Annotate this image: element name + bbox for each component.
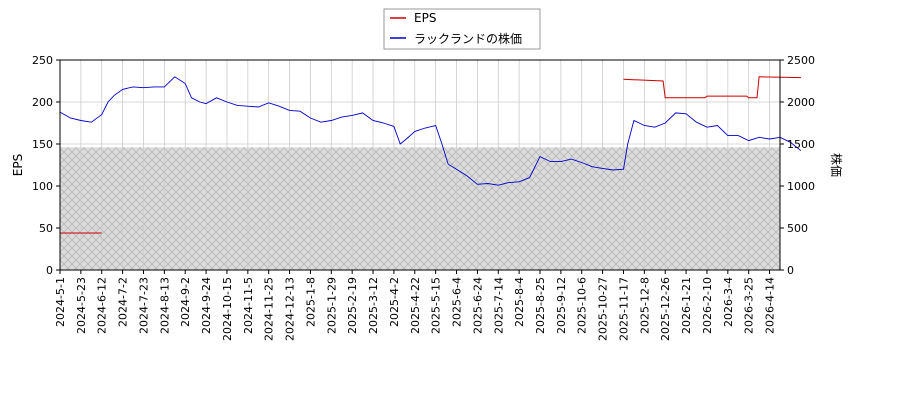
left-tick-label-3: 150 (32, 138, 53, 151)
x-tick-label-10: 2024-11-25 (263, 277, 276, 341)
x-tick-label-23: 2025-8-25 (534, 277, 547, 334)
x-tick-label-29: 2025-12-26 (659, 277, 672, 341)
x-tick-label-15: 2025-3-12 (367, 277, 380, 334)
legend-eps-label: EPS (414, 11, 436, 25)
right-tick-label-1: 500 (787, 222, 808, 235)
x-tick-label-0: 2024-5-1 (54, 277, 67, 327)
x-tick-label-8: 2024-10-15 (221, 277, 234, 341)
series-price-line (59, 76, 802, 186)
x-tick-label-11: 2024-12-13 (284, 277, 297, 341)
x-tick-label-14: 2025-2-19 (346, 277, 359, 334)
x-tick-label-2: 2024-6-12 (96, 277, 109, 334)
series-layer (59, 76, 802, 234)
legend-box (383, 8, 541, 50)
x-tick-label-24: 2025-9-12 (555, 277, 568, 334)
x-tick-label-32: 2026-3-4 (722, 277, 735, 327)
x-tick-label-28: 2025-12-8 (638, 277, 651, 334)
right-tick-label-2: 1000 (787, 180, 815, 193)
right-tick-label-0: 0 (787, 264, 794, 277)
x-tick-label-13: 2025-1-29 (325, 277, 338, 334)
right-tick-label-3: 1500 (787, 138, 815, 151)
x-tick-label-1: 2024-5-23 (75, 277, 88, 334)
x-tick-label-4: 2024-7-23 (137, 277, 150, 334)
right-axis-label: 株価 (829, 153, 844, 177)
x-tick-label-20: 2025-6-24 (471, 277, 484, 334)
left-tick-label-1: 50 (39, 222, 53, 235)
x-tick-label-25: 2025-10-6 (576, 277, 589, 334)
right-tick-label-5: 2500 (787, 54, 815, 67)
plot-frame (59, 59, 781, 271)
x-tick-label-18: 2025-5-15 (430, 277, 443, 334)
left-tick-label-5: 250 (32, 54, 53, 67)
x-axis: 2024-5-1 2024-5-23 2024-6-12 2024-7-2 2024-7… (54, 270, 777, 341)
x-tick-label-19: 2025-6-4 (451, 277, 464, 327)
x-tick-label-22: 2025-8-4 (513, 277, 526, 327)
x-tick-label-33: 2026-3-25 (743, 277, 756, 334)
right-y-axis: 0 500 1000 1500 2000 2500 (780, 54, 815, 277)
left-axis-label: EPS (11, 154, 25, 176)
x-tick-label-12: 2025-1-8 (304, 277, 317, 327)
x-tick-label-16: 2025-4-2 (388, 277, 401, 327)
x-tick-label-7: 2024-9-24 (200, 277, 213, 334)
x-tick-label-17: 2025-4-22 (409, 277, 422, 334)
x-tick-label-6: 2024-9-2 (179, 277, 192, 327)
right-tick-label-4: 2000 (787, 96, 815, 109)
left-y-axis: 0 50 100 150 200 250 (32, 54, 60, 277)
series-eps-segment-2 (623, 76, 801, 99)
hatched-region (60, 147, 780, 270)
legend: EPS ラックランドの株価 (383, 8, 541, 50)
left-tick-label-0: 0 (46, 264, 53, 277)
x-tick-label-3: 2024-7-2 (117, 277, 130, 327)
x-tick-label-31: 2026-2-10 (701, 277, 714, 334)
left-tick-label-4: 200 (32, 96, 53, 109)
x-tick-label-27: 2025-11-17 (617, 277, 630, 341)
x-tick-label-26: 2025-10-27 (597, 277, 610, 341)
x-tick-label-5: 2024-8-13 (158, 277, 171, 334)
x-tick-label-30: 2026-1-21 (680, 277, 693, 334)
legend-price-label: ラックランドの株価 (414, 31, 522, 46)
x-tick-label-9: 2024-11-5 (242, 277, 255, 334)
x-tick-label-21: 2025-7-14 (492, 277, 505, 334)
x-tick-label-34: 2026-4-14 (764, 277, 777, 334)
left-tick-label-2: 100 (32, 180, 53, 193)
